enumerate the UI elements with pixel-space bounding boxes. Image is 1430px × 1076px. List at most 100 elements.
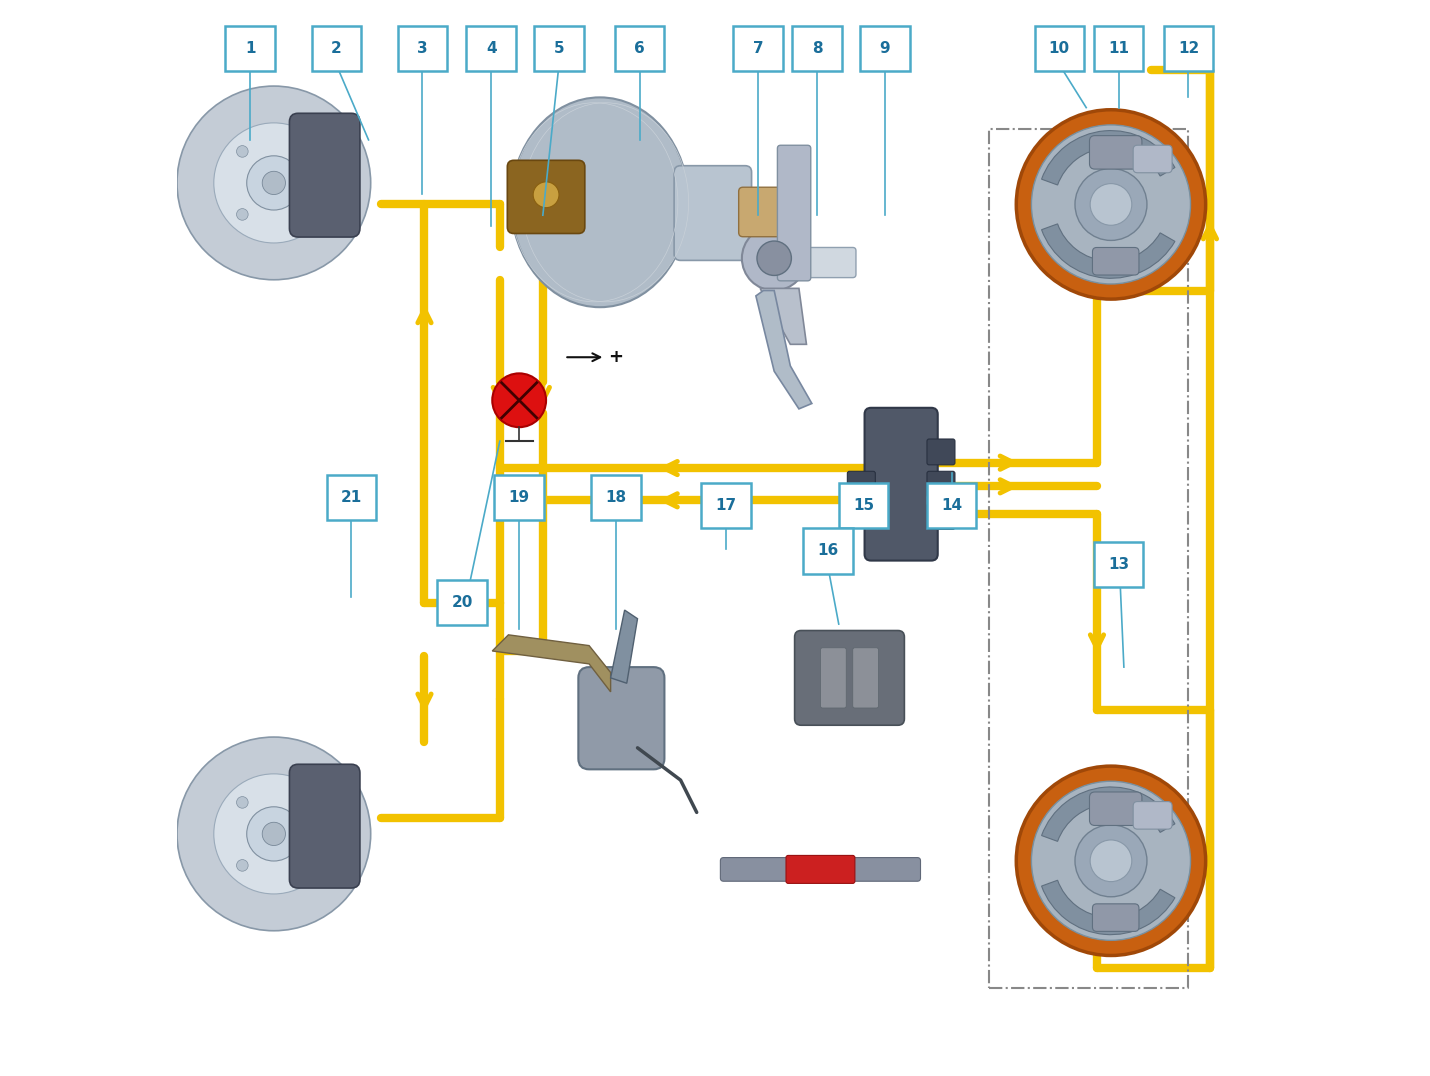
Polygon shape — [761, 288, 807, 344]
FancyBboxPatch shape — [927, 504, 955, 529]
Text: 7: 7 — [752, 41, 764, 56]
Circle shape — [236, 860, 249, 872]
FancyBboxPatch shape — [591, 475, 641, 520]
Circle shape — [299, 796, 312, 808]
Text: 16: 16 — [818, 543, 838, 558]
FancyBboxPatch shape — [226, 26, 275, 71]
FancyBboxPatch shape — [739, 187, 788, 237]
Circle shape — [299, 145, 312, 157]
Circle shape — [1031, 125, 1191, 284]
FancyBboxPatch shape — [1034, 26, 1084, 71]
Circle shape — [214, 123, 333, 243]
Circle shape — [247, 807, 300, 861]
Text: 11: 11 — [1108, 41, 1130, 56]
FancyBboxPatch shape — [927, 483, 977, 528]
Text: 9: 9 — [879, 41, 891, 56]
FancyBboxPatch shape — [787, 855, 855, 883]
FancyBboxPatch shape — [398, 26, 448, 71]
FancyBboxPatch shape — [1093, 904, 1138, 932]
Circle shape — [1090, 184, 1131, 225]
Circle shape — [1075, 825, 1147, 896]
Text: 20: 20 — [452, 595, 473, 610]
Circle shape — [492, 373, 546, 427]
Circle shape — [299, 209, 312, 221]
FancyBboxPatch shape — [839, 483, 888, 528]
Circle shape — [247, 156, 300, 210]
Circle shape — [236, 145, 249, 157]
FancyBboxPatch shape — [792, 26, 842, 71]
FancyBboxPatch shape — [927, 471, 955, 497]
FancyBboxPatch shape — [1133, 802, 1173, 830]
Text: 8: 8 — [812, 41, 822, 56]
Ellipse shape — [511, 98, 689, 307]
FancyBboxPatch shape — [821, 648, 847, 708]
Wedge shape — [1041, 880, 1175, 935]
FancyBboxPatch shape — [289, 113, 360, 237]
Circle shape — [742, 226, 807, 291]
FancyBboxPatch shape — [807, 247, 857, 278]
Circle shape — [214, 774, 333, 894]
Circle shape — [177, 86, 370, 280]
Text: 2: 2 — [330, 41, 342, 56]
Circle shape — [299, 860, 312, 872]
Wedge shape — [1041, 787, 1175, 841]
FancyBboxPatch shape — [674, 166, 752, 260]
Circle shape — [1017, 110, 1205, 299]
FancyBboxPatch shape — [1094, 542, 1143, 587]
Circle shape — [236, 209, 249, 221]
Text: 6: 6 — [635, 41, 645, 56]
Circle shape — [236, 796, 249, 808]
FancyBboxPatch shape — [1164, 26, 1213, 71]
Circle shape — [1075, 169, 1147, 240]
Text: 10: 10 — [1048, 41, 1070, 56]
Text: 4: 4 — [486, 41, 496, 56]
Polygon shape — [492, 635, 611, 692]
FancyBboxPatch shape — [848, 471, 875, 497]
FancyBboxPatch shape — [438, 580, 486, 625]
FancyBboxPatch shape — [508, 160, 585, 233]
Text: 21: 21 — [340, 490, 362, 505]
FancyBboxPatch shape — [615, 26, 665, 71]
Circle shape — [756, 241, 791, 275]
FancyBboxPatch shape — [1094, 26, 1143, 71]
Text: 17: 17 — [715, 498, 736, 513]
Circle shape — [1090, 840, 1131, 881]
FancyBboxPatch shape — [734, 26, 782, 71]
Circle shape — [1031, 781, 1191, 940]
FancyBboxPatch shape — [721, 858, 921, 881]
FancyBboxPatch shape — [804, 528, 852, 574]
Circle shape — [177, 737, 370, 931]
FancyBboxPatch shape — [1093, 247, 1138, 275]
FancyBboxPatch shape — [466, 26, 516, 71]
Text: 19: 19 — [509, 490, 529, 505]
Text: 14: 14 — [941, 498, 962, 513]
FancyBboxPatch shape — [1133, 145, 1173, 173]
Polygon shape — [611, 610, 638, 683]
FancyBboxPatch shape — [495, 475, 543, 520]
Text: 12: 12 — [1178, 41, 1200, 56]
FancyBboxPatch shape — [852, 648, 878, 708]
Text: 15: 15 — [852, 498, 874, 513]
FancyBboxPatch shape — [312, 26, 360, 71]
Text: 3: 3 — [418, 41, 428, 56]
FancyBboxPatch shape — [861, 26, 909, 71]
Polygon shape — [756, 291, 812, 409]
FancyBboxPatch shape — [865, 408, 938, 561]
Wedge shape — [1041, 224, 1175, 279]
Text: 1: 1 — [245, 41, 256, 56]
Circle shape — [262, 822, 286, 846]
FancyBboxPatch shape — [927, 439, 955, 465]
FancyBboxPatch shape — [1090, 792, 1143, 825]
Text: 13: 13 — [1108, 557, 1130, 572]
Text: 5: 5 — [553, 41, 565, 56]
FancyBboxPatch shape — [778, 145, 811, 281]
FancyBboxPatch shape — [578, 667, 665, 769]
FancyBboxPatch shape — [326, 475, 376, 520]
FancyBboxPatch shape — [535, 26, 583, 71]
Text: +: + — [609, 349, 623, 366]
Circle shape — [262, 171, 286, 195]
FancyBboxPatch shape — [1090, 136, 1143, 169]
Circle shape — [1017, 766, 1205, 955]
Wedge shape — [1041, 130, 1175, 185]
Circle shape — [533, 182, 559, 208]
